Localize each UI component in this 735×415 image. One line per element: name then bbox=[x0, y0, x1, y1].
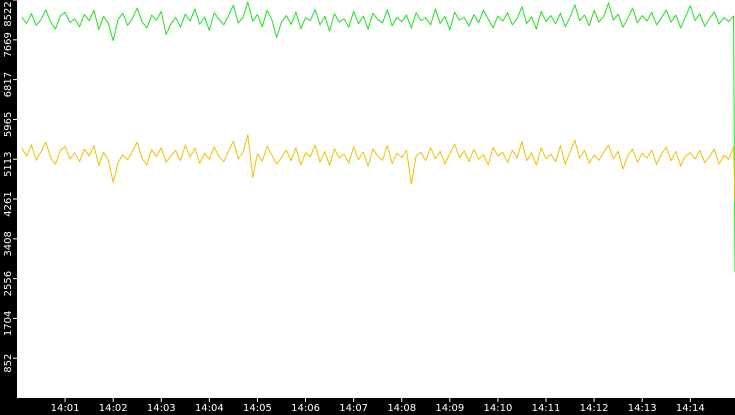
series-line bbox=[21, 134, 735, 202]
y-tick-label: 1704 bbox=[3, 311, 14, 336]
y-tick-label: 5113 bbox=[3, 151, 14, 176]
x-axis-bar bbox=[0, 398, 735, 415]
x-tick-label: 14:04 bbox=[195, 403, 224, 414]
x-tick-label: 14:03 bbox=[147, 403, 176, 414]
x-tick-label: 14:14 bbox=[676, 403, 705, 414]
x-tick-label: 14:12 bbox=[580, 403, 609, 414]
x-tick-label: 14:08 bbox=[387, 403, 416, 414]
series-line bbox=[21, 1, 735, 272]
y-tick-label: 7669 bbox=[3, 32, 14, 57]
plot-area bbox=[21, 1, 735, 272]
x-tick-label: 14:01 bbox=[51, 403, 80, 414]
x-tick-label: 14:07 bbox=[339, 403, 368, 414]
x-tick-label: 14:10 bbox=[483, 403, 512, 414]
y-tick-label: 3408 bbox=[3, 231, 14, 256]
y-tick-label: 6817 bbox=[3, 72, 14, 97]
y-axis-bar bbox=[0, 0, 17, 415]
y-tick-label: 5965 bbox=[3, 112, 14, 137]
x-tick-label: 14:05 bbox=[243, 403, 272, 414]
x-tick-label: 14:06 bbox=[291, 403, 320, 414]
x-tick-label: 14:02 bbox=[99, 403, 128, 414]
y-tick-label: 2556 bbox=[3, 271, 14, 296]
y-tick-label: 4261 bbox=[3, 191, 14, 216]
x-tick-label: 14:09 bbox=[435, 403, 464, 414]
x-tick-label: 14:13 bbox=[628, 403, 657, 414]
x-tick-label: 14:11 bbox=[532, 403, 561, 414]
y-tick-label: 8522 bbox=[3, 1, 14, 26]
y-tick-label: 852 bbox=[3, 354, 14, 373]
